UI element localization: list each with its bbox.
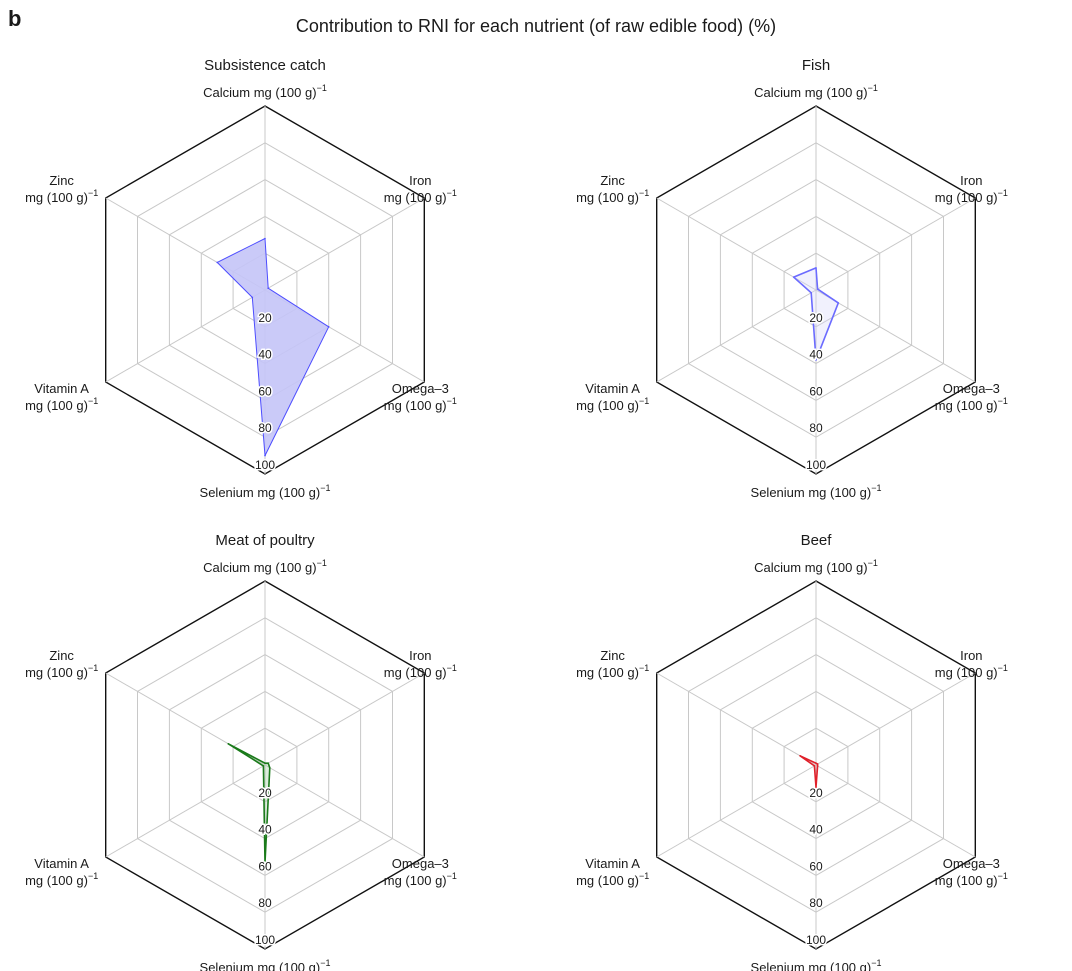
radial-tick-label: 40	[809, 348, 823, 362]
data-point-3	[815, 786, 817, 788]
data-point-3	[264, 454, 266, 457]
chart-title: Fish	[802, 57, 830, 74]
data-point-2	[327, 326, 330, 328]
radial-tick-label: 100	[255, 458, 275, 472]
radial-tick-label: 100	[806, 933, 826, 947]
radial-tick-label: 20	[809, 311, 823, 325]
radial-tick-label: 80	[809, 421, 823, 435]
axis-label-0-1: Iron mg (100 g)−1	[384, 173, 457, 205]
data-point-1	[267, 287, 270, 290]
radial-tick-label: 40	[258, 823, 272, 837]
axis-label-0-3: Selenium mg (100 g)−1	[200, 483, 331, 500]
chart-title: Beef	[801, 532, 833, 549]
radar-chart-2: 20 40 60 80 100 Meat of poultry Calcium mg (10…	[25, 532, 457, 971]
data-point-4	[262, 765, 265, 767]
data-point-0	[264, 762, 266, 764]
radial-tick-label: 60	[258, 384, 272, 398]
axis-label-1-2: Omega–3 mg (100 g)−1	[935, 381, 1008, 413]
data-point-0	[264, 237, 266, 240]
radar-chart-1: 20 40 60 80 100 Fish Calcium mg (100 g)−1 Iron m…	[576, 57, 1008, 500]
axis-label-1-3: Selenium mg (100 g)−1	[751, 483, 882, 500]
spoke	[105, 764, 266, 858]
data-point-1	[816, 288, 819, 290]
spoke	[105, 289, 266, 383]
axis-label-1-5: Zinc mg (100 g)−1	[576, 173, 649, 205]
chart-title: Subsistence catch	[204, 57, 326, 74]
radial-tick-label: 80	[258, 421, 272, 435]
radial-tick-label: 60	[258, 859, 272, 873]
axis-label-0-5: Zinc mg (100 g)−1	[25, 173, 98, 205]
axis-label-0-0: Calcium mg (100 g)−1	[203, 83, 327, 100]
axis-label-2-2: Omega–3 mg (100 g)−1	[384, 856, 457, 888]
spoke	[815, 764, 976, 858]
panel-letter: b	[8, 6, 22, 31]
axis-label-3-0: Calcium mg (100 g)−1	[754, 558, 878, 575]
spoke	[264, 197, 425, 291]
spoke	[264, 764, 425, 858]
spoke	[656, 197, 817, 291]
radial-tick-label: 60	[809, 384, 823, 398]
spoke	[815, 672, 976, 766]
figure-title: Contribution to RNI for each nutrient (o…	[295, 16, 777, 36]
axis-label-2-3: Selenium mg (100 g)−1	[200, 958, 331, 971]
data-point-0	[815, 762, 817, 764]
data-point-5	[792, 276, 795, 278]
radial-tick-label: 80	[258, 896, 272, 910]
data-point-1	[816, 763, 819, 765]
radial-tick-label: 40	[258, 348, 272, 362]
spoke	[264, 672, 425, 766]
axis-label-2-1: Iron mg (100 g)−1	[384, 648, 457, 680]
data-point-5	[227, 743, 230, 745]
axis-label-3-5: Zinc mg (100 g)−1	[576, 648, 649, 680]
data-point-5	[216, 261, 218, 264]
axis-label-1-1: Iron mg (100 g)−1	[935, 173, 1008, 205]
data-point-2	[837, 302, 840, 304]
spoke	[815, 197, 976, 291]
data-series-polygon	[227, 742, 271, 864]
axis-label-2-5: Zinc mg (100 g)−1	[25, 648, 98, 680]
data-point-2	[269, 767, 271, 769]
radial-tick-label: 20	[258, 311, 272, 325]
axis-label-1-0: Calcium mg (100 g)−1	[754, 83, 878, 100]
data-series-polygon	[216, 238, 330, 457]
axis-label-3-2: Omega–3 mg (100 g)−1	[935, 856, 1008, 888]
data-point-3	[815, 359, 817, 361]
data-point-4	[251, 296, 254, 299]
radial-tick-label: 40	[809, 823, 823, 837]
chart-title: Meat of poultry	[215, 532, 315, 549]
radial-tick-label: 100	[806, 458, 826, 472]
radar-chart-0: 20 40 60 80 100 Subsistence catch Calcium mg (…	[25, 57, 457, 500]
data-point-1	[267, 762, 270, 764]
spoke	[656, 672, 817, 766]
data-point-0	[815, 267, 817, 269]
data-point-2	[816, 765, 819, 767]
data-point-4	[810, 292, 812, 294]
radial-tick-label: 20	[809, 786, 823, 800]
axis-label-2-0: Calcium mg (100 g)−1	[203, 558, 327, 575]
spoke	[656, 764, 817, 858]
axis-label-3-1: Iron mg (100 g)−1	[935, 648, 1008, 680]
radar-chart-3: 20 40 60 80 100 Beef Calcium mg (100 g)−1 Iron m…	[576, 532, 1008, 971]
radial-tick-label: 80	[809, 896, 823, 910]
radial-tick-label: 20	[258, 786, 272, 800]
radial-tick-label: 60	[809, 859, 823, 873]
data-point-5	[799, 755, 801, 757]
spoke	[815, 289, 976, 383]
radial-tick-label: 100	[255, 933, 275, 947]
data-point-3	[264, 861, 266, 864]
axis-label-3-3: Selenium mg (100 g)−1	[751, 958, 882, 971]
data-point-4	[813, 765, 816, 767]
axis-label-0-2: Omega–3 mg (100 g)−1	[384, 381, 457, 413]
spoke	[656, 289, 817, 383]
data-series-polygon	[799, 754, 819, 788]
